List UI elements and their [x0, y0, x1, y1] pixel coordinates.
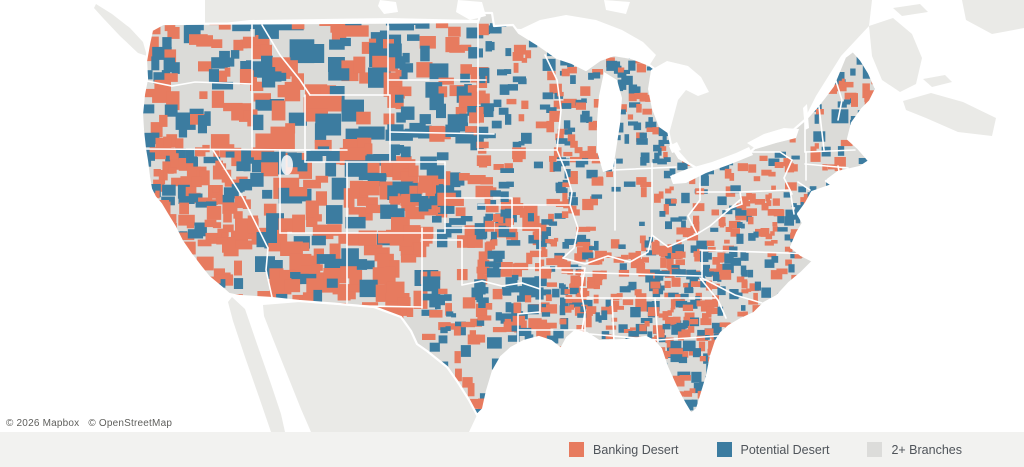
openstreetmap-attribution-link[interactable]: © OpenStreetMap: [88, 418, 173, 429]
legend-label: Potential Desert: [740, 442, 830, 457]
legend-label: Banking Desert: [593, 442, 679, 457]
map-attribution: © 2026 Mapbox © OpenStreetMap: [0, 416, 185, 432]
potential-desert-swatch-icon: [716, 442, 732, 457]
mapbox-attribution-link[interactable]: © 2026 Mapbox: [6, 418, 80, 429]
banking-desert-swatch-icon: [569, 442, 585, 457]
legend-bar: Banking Desert Potential Desert 2+ Branc…: [0, 432, 1024, 467]
legend-item-potential-desert[interactable]: Potential Desert: [716, 442, 830, 457]
great-salt-lake: [281, 155, 293, 175]
legend-item-two-plus-branches[interactable]: 2+ Branches: [867, 442, 962, 457]
legend-item-banking-desert[interactable]: Banking Desert: [569, 442, 679, 457]
two-plus-branches-swatch-icon: [867, 442, 883, 457]
legend-label: 2+ Branches: [891, 442, 962, 457]
us-outline: [140, 11, 878, 417]
foreign-landmasses: [94, 0, 1024, 432]
us-banking-desert-choropleth[interactable]: [0, 0, 1024, 434]
